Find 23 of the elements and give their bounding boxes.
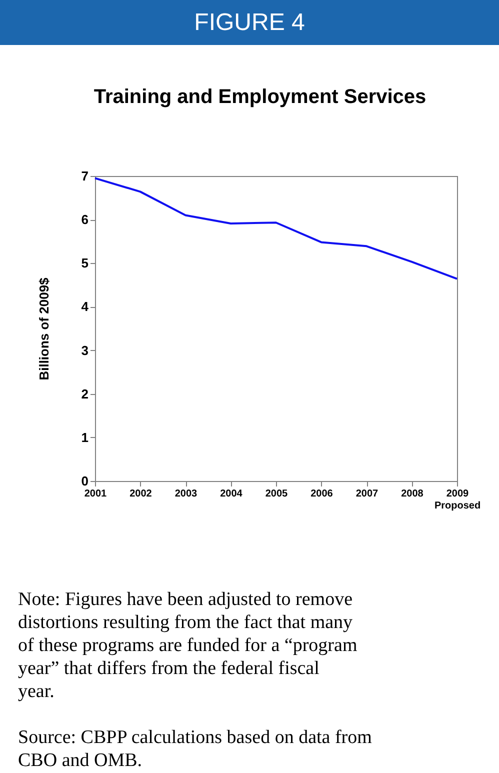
chart-title: FIGURE 4 xyxy=(194,9,305,36)
y-tick-label: 4 xyxy=(81,299,90,314)
y-tick-label: 6 xyxy=(81,212,88,228)
y-tick-label: 0 xyxy=(81,474,88,488)
x-tick-label: 2009 Proposed xyxy=(434,488,481,512)
x-tick-label: 2003 xyxy=(174,488,198,500)
x-tick-label: 2007 xyxy=(356,488,379,500)
x-tick-label: 2001 xyxy=(84,488,108,500)
line-series xyxy=(94,177,458,280)
x-tick-label: 2008 xyxy=(401,488,424,500)
y-axis-title: Billions of 2009$ xyxy=(36,276,52,380)
chart-subtitle: Training and Employment Services xyxy=(94,86,426,108)
x-tick-label: 2005 xyxy=(265,488,288,500)
x-tick-label: 2004 xyxy=(220,488,243,500)
y-tick-label: 5 xyxy=(81,256,88,271)
source-note: Source: CBPP calculations based on data from CBO and OMB. xyxy=(18,727,372,771)
x-tick-label: 2006 xyxy=(310,488,334,500)
y-tick-label: 1 xyxy=(81,430,88,445)
x-tick-label: 2002 xyxy=(130,488,152,500)
y-tick-label: 3 xyxy=(81,342,88,358)
text: Note: Figures have been adjusted to remove distortions resulting from the fact that many of these programs are funded for a “program year” that differs from the federal fiscal year. xyxy=(18,589,358,702)
y-tick-label: 7 xyxy=(81,168,88,184)
y-tick-label: 2 xyxy=(81,386,88,402)
